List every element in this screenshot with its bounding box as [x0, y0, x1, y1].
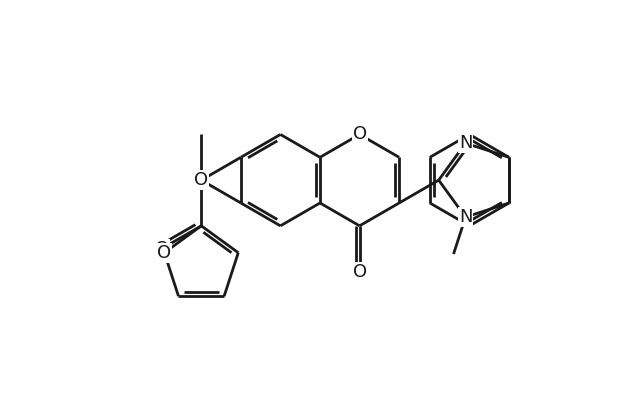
- Text: N: N: [459, 134, 472, 152]
- Text: O: O: [353, 262, 367, 280]
- Text: O: O: [157, 244, 172, 262]
- Text: O: O: [155, 240, 169, 258]
- Text: O: O: [195, 171, 209, 189]
- Text: O: O: [353, 125, 367, 143]
- Text: N: N: [459, 208, 472, 226]
